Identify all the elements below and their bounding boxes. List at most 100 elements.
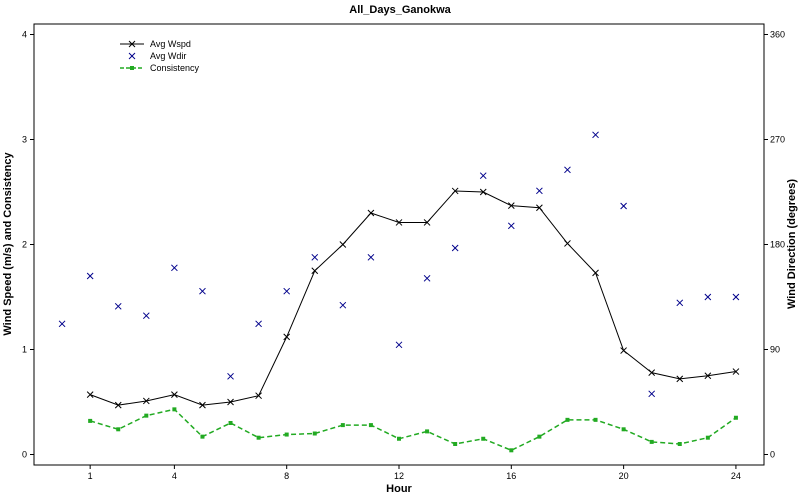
avg-wdir-point	[507, 222, 515, 230]
avg-wspd-point	[283, 333, 291, 341]
legend-label: Avg Wdir	[150, 51, 186, 61]
avg-wspd-point	[171, 391, 178, 399]
avg-wdir-point	[339, 301, 347, 309]
avg-wdir-point	[171, 264, 178, 272]
avg-wspd-point	[367, 209, 375, 217]
legend-label: Avg Wspd	[150, 39, 191, 49]
avg-wdir-point	[367, 253, 375, 261]
avg-wspd-point	[507, 202, 515, 210]
avg-wspd-point	[620, 347, 627, 354]
avg-wdir-point	[311, 253, 319, 261]
consistency-point	[256, 435, 261, 440]
x-tick-label: 16	[506, 471, 516, 481]
avg-wspd-point	[479, 188, 487, 196]
x-tick-label: 24	[731, 471, 741, 481]
consistency-point	[649, 439, 654, 444]
consistency-point	[116, 427, 121, 432]
avg-wspd-point	[423, 219, 431, 226]
avg-wspd-point	[648, 369, 656, 376]
consistency-point	[312, 431, 317, 436]
avg-wspd-point	[451, 187, 459, 195]
x-axis: 1 4 8 12 16 20 24	[88, 465, 741, 481]
consistency-point	[340, 423, 345, 428]
avg-wdir-point	[142, 312, 150, 320]
y-axis-left: 0 1 2 3 4	[22, 30, 34, 460]
y-right-tick-label: 90	[770, 345, 780, 355]
consistency-point	[88, 418, 93, 423]
y-right-tick-label: 270	[770, 135, 785, 145]
y-right-tick-label: 0	[770, 450, 775, 460]
consistency-point	[200, 434, 205, 439]
avg-wspd-point	[255, 392, 262, 400]
legend-item: Avg Wspd	[120, 39, 191, 49]
x-tick-label: 4	[172, 471, 177, 481]
series-layer	[58, 131, 740, 453]
consistency-point	[453, 442, 458, 446]
plot-frame	[33, 23, 765, 466]
consistency-point	[593, 417, 598, 422]
y-axis-right: 0 90 180 270 360	[764, 30, 785, 460]
avg-wspd-point	[676, 375, 684, 383]
y-left-tick-label: 2	[22, 240, 27, 250]
consistency-point	[397, 436, 401, 441]
x-tick-label: 1	[88, 471, 93, 481]
avg-wdir-point	[620, 202, 627, 210]
avg-wdir-point	[648, 390, 656, 398]
consistency-point	[481, 436, 486, 441]
legend-item: Consistency	[120, 63, 200, 73]
avg-wspd-point	[592, 269, 599, 277]
consistency-point	[677, 442, 682, 446]
avg-wspd-point	[339, 241, 347, 248]
chart-title: All_Days_Ganokwa	[349, 4, 451, 16]
x-tick-label: 12	[394, 471, 404, 481]
y-axis-left-title: Wind Speed (m/s) and Consistency	[2, 151, 14, 335]
consistency-point	[368, 423, 373, 428]
consistency-point	[425, 429, 430, 434]
consistency-point	[284, 432, 289, 437]
avg-wspd-point	[227, 398, 234, 406]
avg-wspd-line	[89, 190, 736, 406]
avg-wspd-point	[732, 368, 740, 375]
avg-wdir-point	[283, 287, 291, 295]
y-left-tick-label: 3	[22, 135, 27, 145]
avg-wdir-point	[479, 172, 487, 180]
y-axis-right-title: Wind Direction (degrees)	[786, 179, 798, 309]
avg-wspd-point	[395, 219, 403, 226]
avg-wdir-point	[114, 302, 122, 310]
legend-item: Avg Wdir	[128, 51, 186, 61]
avg-wdir-point	[58, 320, 66, 328]
legend-marker	[128, 40, 136, 48]
avg-wdir-point	[592, 131, 599, 139]
y-left-tick-label: 4	[22, 30, 27, 40]
x-axis-title: Hour	[386, 483, 412, 495]
y-left-tick-label: 0	[22, 450, 27, 460]
consistency-point	[509, 448, 514, 453]
legend: Avg Wspd Avg Wdir Consistency	[120, 39, 200, 73]
consistency-point	[565, 417, 570, 422]
avg-wspd-point	[114, 401, 122, 409]
consistency-point	[537, 434, 542, 439]
avg-wdir-point	[199, 287, 206, 295]
avg-wspd-point	[704, 372, 712, 380]
avg-wspd-point	[86, 391, 94, 399]
consistency-point	[621, 427, 626, 432]
avg-wspd-point	[199, 401, 206, 409]
legend-marker	[128, 52, 136, 60]
avg-wdir-point	[732, 293, 740, 301]
y-left-tick-label: 1	[22, 345, 27, 355]
avg-wdir-point	[86, 272, 94, 280]
avg-wdir-point	[395, 341, 403, 349]
consistency-line	[89, 408, 737, 452]
consistency-point	[705, 435, 710, 440]
x-tick-label: 20	[619, 471, 629, 481]
avg-wdir-point	[255, 320, 262, 328]
avg-wspd-point	[142, 397, 150, 405]
legend-label: Consistency	[150, 63, 200, 73]
avg-wspd-point	[564, 240, 571, 247]
avg-wdir-point	[536, 187, 543, 195]
consistency-point	[228, 421, 233, 425]
y-right-tick-label: 180	[770, 240, 785, 250]
legend-marker	[130, 66, 134, 70]
avg-wdir-point	[564, 166, 571, 174]
